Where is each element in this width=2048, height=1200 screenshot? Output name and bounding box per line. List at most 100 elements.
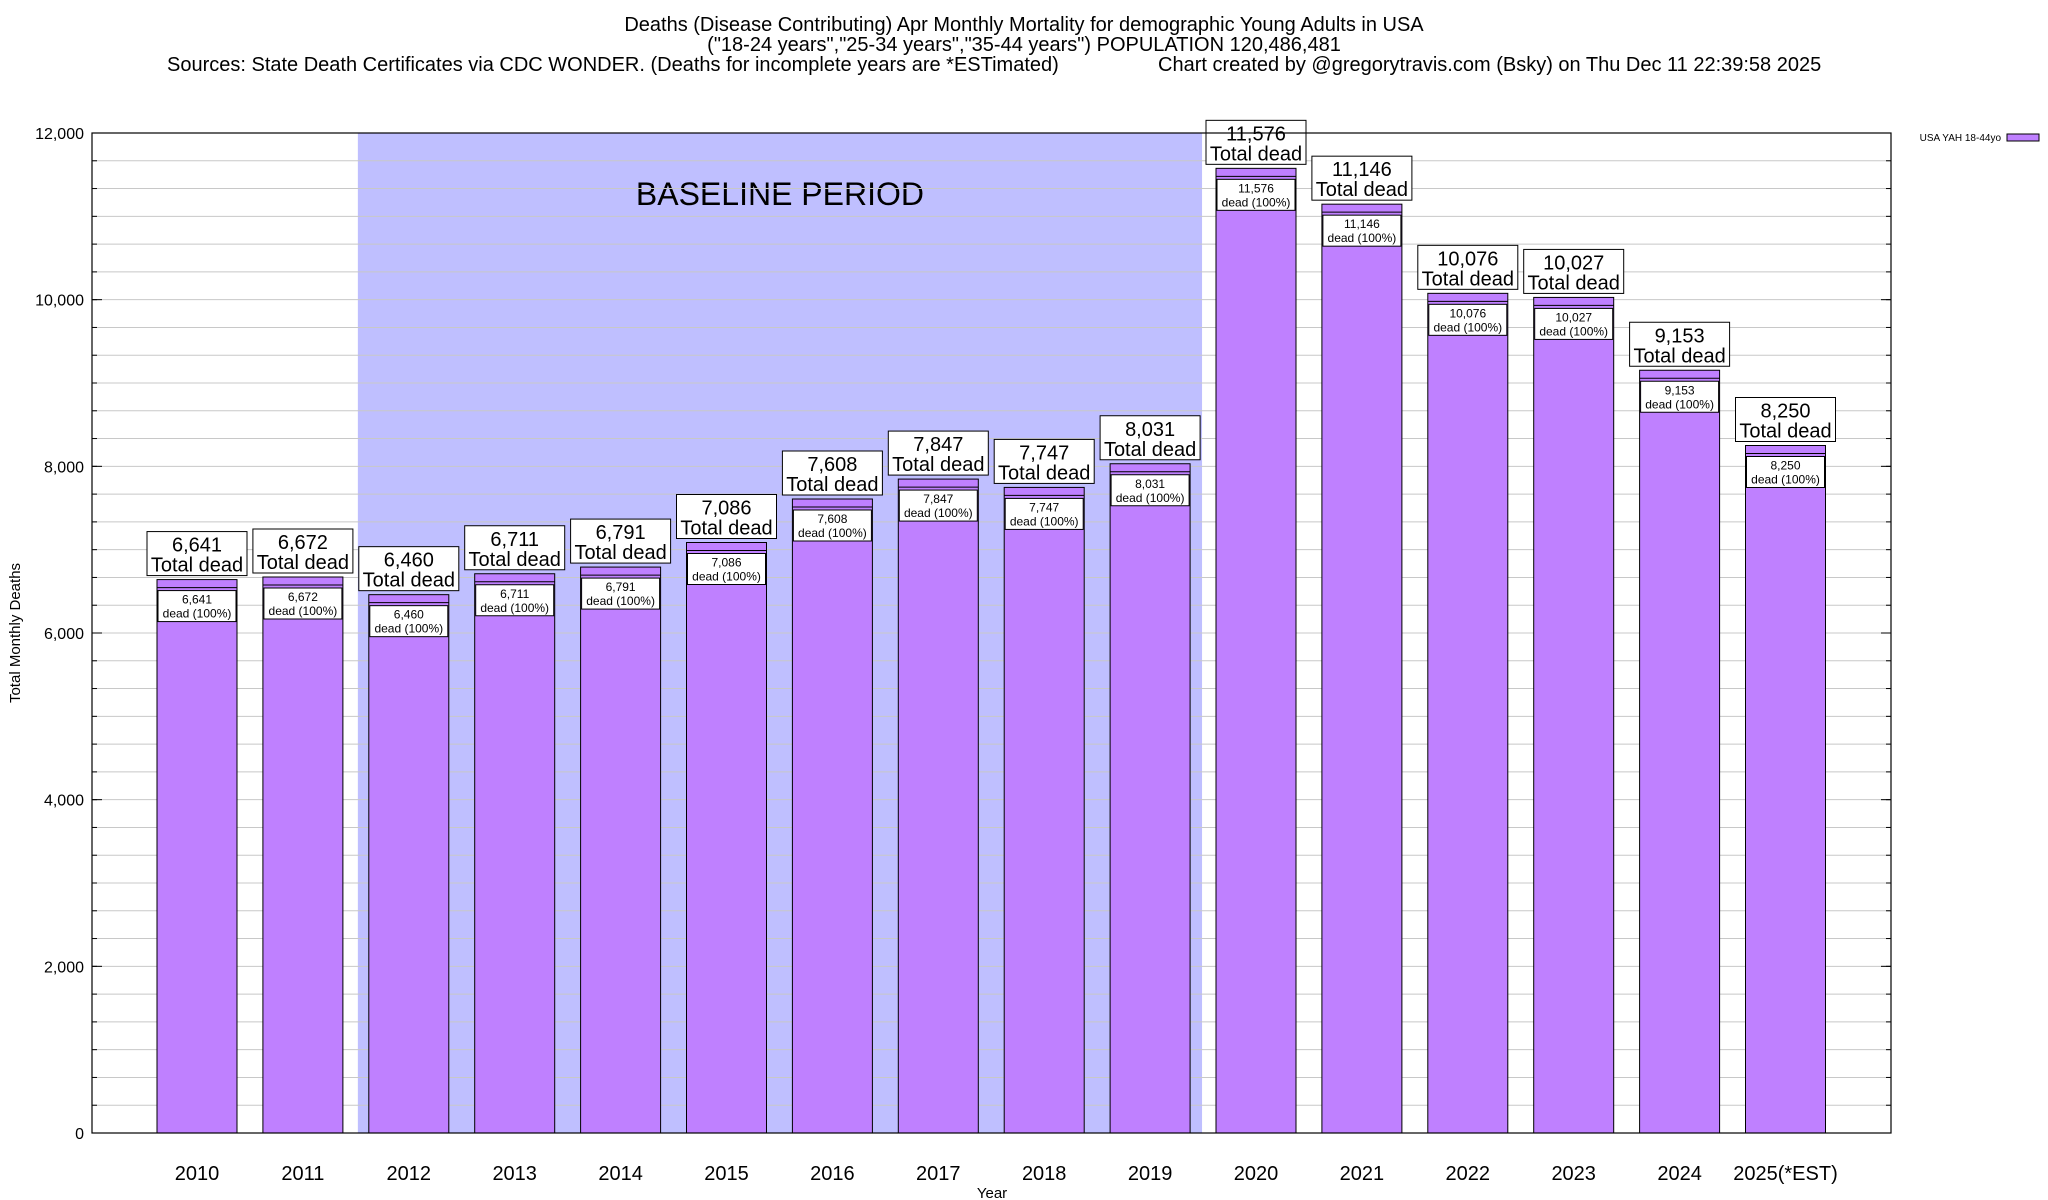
y-tick-label: 6,000	[44, 626, 84, 643]
chart-credit: Chart created by @gregorytravis.com (Bsk…	[1158, 54, 1822, 76]
legend: USA YAH 18-44yo	[1920, 133, 2040, 144]
y-tick-label: 2,000	[44, 959, 84, 976]
bar	[368, 594, 450, 1134]
total-dead-label: Total dead	[786, 474, 878, 496]
total-value-label: 6,672	[278, 532, 328, 554]
x-tick-label: 2020	[1234, 1163, 1279, 1185]
inner-dead-label: dead (100%)	[1010, 514, 1079, 528]
inner-label-box	[475, 584, 555, 617]
inner-label-box	[1746, 456, 1825, 488]
total-dead-label: Total dead	[680, 518, 772, 540]
inner-value-label: 11,576	[1238, 181, 1274, 195]
x-tick-label: 2012	[387, 1163, 432, 1185]
x-tick-label: 2013	[492, 1163, 537, 1185]
bar	[580, 566, 662, 1134]
x-tick-label: 2017	[916, 1163, 961, 1185]
total-dead-label: Total dead	[1316, 179, 1408, 201]
total-value-label: 8,250	[1760, 401, 1810, 423]
y-tick-label: 4,000	[44, 793, 84, 810]
inner-dead-label: dead (100%)	[1539, 324, 1608, 338]
total-value-label: 9,153	[1655, 325, 1705, 347]
bar	[1745, 445, 1826, 1134]
inner-value-label: 7,608	[817, 512, 847, 526]
inner-value-label: 10,027	[1555, 310, 1592, 324]
inner-dead-label: dead (100%)	[1645, 397, 1714, 411]
chart-sources: Sources: State Death Certificates via CD…	[167, 54, 1059, 76]
x-tick-label: 2023	[1551, 1163, 1596, 1185]
total-label-box	[781, 450, 883, 496]
inner-label-box	[1004, 497, 1084, 530]
inner-label-box	[792, 509, 872, 542]
inner-dead-label: dead (100%)	[374, 622, 443, 636]
total-value-label: 7,747	[1019, 442, 1069, 464]
total-value-label: 7,847	[913, 434, 963, 456]
x-tick-label: 2021	[1340, 1163, 1385, 1185]
total-value-label: 6,791	[596, 522, 646, 544]
legend-label: USA YAH 18-44yo	[1920, 133, 2002, 144]
baseline-period-label: BASELINE PERIOD	[636, 176, 924, 212]
x-tick-label: 2018	[1022, 1163, 1067, 1185]
inner-dead-label: dead (100%)	[269, 604, 338, 618]
total-value-label: 10,076	[1437, 248, 1498, 270]
total-label-box	[252, 528, 354, 574]
inner-value-label: 7,086	[711, 556, 741, 570]
total-label-box	[887, 430, 989, 476]
total-dead-label: Total dead	[1528, 272, 1620, 294]
inner-dead-label: dead (100%)	[480, 601, 549, 615]
inner-dead-label: dead (100%)	[692, 570, 761, 584]
total-value-label: 7,608	[807, 454, 857, 476]
y-axis-label: Total Monthly Deaths	[7, 563, 24, 703]
inner-label-box	[369, 605, 449, 638]
total-value-label: 11,576	[1226, 123, 1286, 145]
inner-label-box	[1216, 178, 1296, 211]
bar	[1639, 369, 1721, 1134]
legend-swatch	[2006, 133, 2040, 142]
y-tick-label: 8,000	[44, 459, 84, 476]
total-label-box	[1099, 415, 1201, 461]
inner-dead-label: dead (100%)	[586, 594, 655, 608]
total-dead-label: Total dead	[892, 454, 984, 476]
chart-title-line-2: ("18-24 years","25-34 years","35-44 year…	[707, 34, 1341, 56]
total-dead-label: Total dead	[1633, 345, 1725, 367]
bar	[1533, 296, 1615, 1134]
y-tick-label: 10,000	[35, 293, 84, 310]
y-tick-label: 0	[75, 1126, 84, 1143]
total-value-label: 8,031	[1125, 419, 1175, 441]
inner-dead-label: dead (100%)	[163, 607, 232, 621]
inner-dead-label: dead (100%)	[1222, 195, 1291, 209]
bar	[262, 576, 344, 1134]
inner-value-label: 9,153	[1665, 383, 1695, 397]
inner-value-label: 6,791	[606, 580, 636, 594]
total-dead-label: Total dead	[1739, 421, 1831, 443]
bar	[897, 478, 979, 1134]
bar	[1321, 203, 1403, 1134]
inner-value-label: 11,146	[1344, 217, 1380, 231]
axes-layer: 0 2,000 4,000 6,000 8,000 10,000 12,000 2010 201…	[7, 126, 1891, 1200]
inner-dead-label: dead (100%)	[1751, 473, 1820, 487]
inner-label-box	[157, 590, 237, 623]
inner-value-label: 6,711	[500, 587, 529, 601]
bars-layer	[156, 167, 1826, 1134]
total-label-box	[570, 518, 672, 564]
inner-value-label: 10,076	[1449, 306, 1486, 320]
total-value-label: 6,711	[490, 529, 539, 551]
total-label-box	[993, 438, 1095, 484]
bar	[1427, 292, 1509, 1134]
bar	[686, 542, 767, 1134]
total-dead-label: Total dead	[363, 570, 455, 592]
y-tick-label: 12,000	[35, 126, 84, 143]
total-dead-label: Total dead	[574, 542, 666, 564]
total-dead-label: Total dead	[1104, 439, 1196, 461]
inner-dead-label: dead (100%)	[1328, 231, 1397, 245]
inner-value-label: 7,847	[923, 492, 953, 506]
total-label-box	[146, 531, 248, 577]
x-tick-label: 2015	[704, 1163, 749, 1185]
inner-label-box	[1322, 214, 1402, 247]
total-label-box	[1735, 397, 1836, 442]
bar	[1109, 463, 1191, 1134]
x-tick-label: 2016	[810, 1163, 855, 1185]
x-tick-label: 2014	[598, 1163, 643, 1185]
x-tick-label: 2010	[175, 1163, 220, 1185]
total-label-box	[1629, 321, 1731, 367]
